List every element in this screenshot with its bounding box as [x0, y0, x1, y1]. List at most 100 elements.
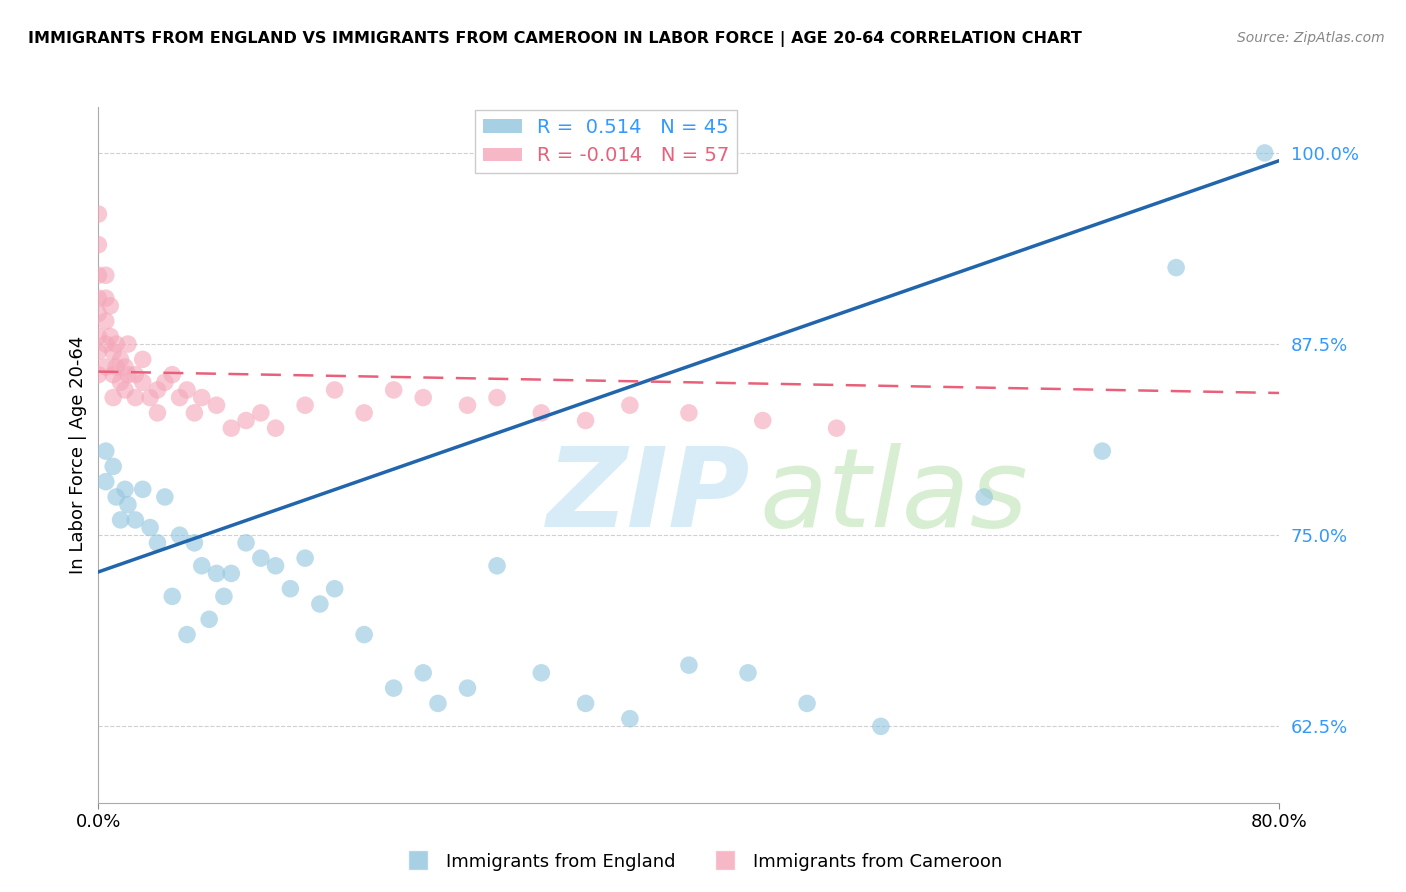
- Point: [132, 376, 155, 390]
- Point: [176, 383, 198, 397]
- Point: [87, 368, 110, 382]
- Point: [278, 582, 302, 596]
- Point: [574, 697, 596, 711]
- Point: [678, 406, 700, 420]
- Point: [412, 665, 434, 680]
- Point: [103, 459, 125, 474]
- Point: [353, 627, 375, 641]
- Point: [162, 368, 183, 382]
- Point: [751, 413, 773, 427]
- Point: [250, 551, 273, 566]
- Point: [486, 558, 509, 573]
- Point: [309, 597, 332, 611]
- Point: [264, 558, 287, 573]
- Point: [294, 551, 316, 566]
- Point: [105, 337, 128, 351]
- Text: ZIP: ZIP: [547, 443, 751, 550]
- Point: [219, 421, 242, 435]
- Point: [146, 406, 169, 420]
- Point: [124, 368, 146, 382]
- Point: [94, 444, 117, 458]
- Point: [869, 719, 891, 733]
- Point: [530, 406, 553, 420]
- Point: [1254, 145, 1277, 160]
- Point: [94, 291, 117, 305]
- Point: [146, 383, 169, 397]
- Point: [103, 391, 125, 405]
- Point: [264, 421, 287, 435]
- Point: [105, 490, 128, 504]
- Point: [235, 536, 257, 550]
- Point: [87, 207, 110, 221]
- Point: [124, 513, 146, 527]
- Point: [212, 590, 235, 604]
- Point: [205, 566, 228, 581]
- Point: [382, 681, 405, 695]
- Point: [98, 299, 121, 313]
- Point: [412, 391, 434, 405]
- Point: [110, 352, 132, 367]
- Point: [132, 352, 155, 367]
- Point: [323, 582, 346, 596]
- Point: [574, 413, 596, 427]
- Point: [103, 344, 125, 359]
- Point: [235, 413, 257, 427]
- Point: [619, 398, 641, 412]
- Point: [87, 237, 110, 252]
- Point: [486, 391, 509, 405]
- Point: [825, 421, 848, 435]
- Point: [198, 612, 221, 626]
- Point: [94, 337, 117, 351]
- Point: [250, 406, 273, 420]
- Point: [169, 391, 191, 405]
- Point: [124, 391, 146, 405]
- Point: [205, 398, 228, 412]
- Point: [219, 566, 242, 581]
- Point: [619, 712, 641, 726]
- Point: [323, 383, 346, 397]
- Point: [105, 359, 128, 374]
- Point: [1091, 444, 1114, 458]
- Point: [737, 665, 759, 680]
- Text: atlas: atlas: [759, 443, 1028, 550]
- Point: [87, 268, 110, 283]
- Point: [191, 391, 214, 405]
- Point: [94, 475, 117, 489]
- Point: [456, 681, 478, 695]
- Point: [87, 329, 110, 343]
- Point: [183, 536, 205, 550]
- Point: [456, 398, 478, 412]
- Point: [132, 483, 155, 497]
- Point: [191, 558, 214, 573]
- Point: [87, 291, 110, 305]
- Legend: R =  0.514   N = 45, R = -0.014   N = 57: R = 0.514 N = 45, R = -0.014 N = 57: [475, 110, 737, 173]
- Point: [183, 406, 205, 420]
- Point: [294, 398, 316, 412]
- Point: [94, 268, 117, 283]
- Point: [117, 337, 139, 351]
- Text: IMMIGRANTS FROM ENGLAND VS IMMIGRANTS FROM CAMEROON IN LABOR FORCE | AGE 20-64 C: IMMIGRANTS FROM ENGLAND VS IMMIGRANTS FR…: [28, 31, 1083, 47]
- Point: [1164, 260, 1187, 275]
- Point: [94, 314, 117, 328]
- Point: [117, 368, 139, 382]
- Point: [427, 697, 450, 711]
- Point: [353, 406, 375, 420]
- Point: [110, 513, 132, 527]
- Point: [139, 520, 162, 534]
- Y-axis label: In Labor Force | Age 20-64: In Labor Force | Age 20-64: [69, 335, 87, 574]
- Legend: Immigrants from England, Immigrants from Cameroon: Immigrants from England, Immigrants from…: [396, 845, 1010, 879]
- Point: [973, 490, 995, 504]
- Point: [162, 590, 183, 604]
- Point: [139, 391, 162, 405]
- Point: [382, 383, 405, 397]
- Point: [87, 344, 110, 359]
- Point: [796, 697, 818, 711]
- Point: [117, 498, 139, 512]
- Point: [153, 376, 176, 390]
- Point: [176, 627, 198, 641]
- Point: [114, 383, 136, 397]
- Text: Source: ZipAtlas.com: Source: ZipAtlas.com: [1237, 31, 1385, 45]
- Point: [110, 376, 132, 390]
- Point: [169, 528, 191, 542]
- Point: [94, 359, 117, 374]
